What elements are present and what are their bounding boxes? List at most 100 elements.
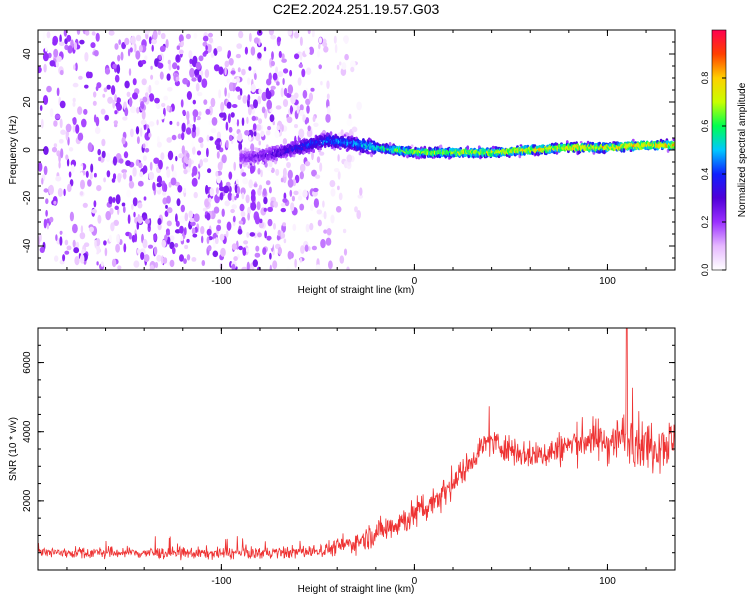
noise-cell xyxy=(176,65,180,71)
noise-cell xyxy=(153,246,158,256)
noise-cell xyxy=(316,156,321,164)
noise-cell xyxy=(252,123,257,131)
noise-cell xyxy=(158,159,163,170)
noise-cell xyxy=(233,256,238,262)
noise-cell xyxy=(300,245,305,254)
noise-cell xyxy=(206,228,212,236)
noise-cell xyxy=(304,119,308,125)
y-tick-label: 6000 xyxy=(22,351,33,374)
noise-cell xyxy=(164,183,168,192)
noise-cell xyxy=(326,93,330,100)
noise-cell xyxy=(309,222,314,231)
noise-cell xyxy=(94,126,101,135)
noise-cell xyxy=(154,261,159,269)
noise-cell xyxy=(116,103,122,111)
noise-cell xyxy=(231,115,237,126)
noise-cell xyxy=(257,52,262,59)
noise-cell xyxy=(281,53,285,60)
noise-cell xyxy=(243,240,249,245)
noise-cell xyxy=(111,258,117,268)
noise-cell xyxy=(282,198,288,203)
noise-cell xyxy=(244,130,250,136)
noise-cell xyxy=(299,203,305,211)
signal-cell xyxy=(406,154,409,159)
noise-cell xyxy=(178,153,184,159)
noise-cell xyxy=(103,177,106,183)
noise-cell xyxy=(204,50,209,55)
noise-cell xyxy=(246,116,249,124)
signal-cell xyxy=(370,152,373,158)
noise-cell xyxy=(91,31,96,36)
noise-cell xyxy=(95,32,100,42)
noise-cell xyxy=(210,128,217,134)
noise-cell xyxy=(336,64,340,70)
noise-cell xyxy=(216,224,222,232)
noise-cell xyxy=(195,61,202,70)
noise-cell xyxy=(307,125,311,132)
signal-cell xyxy=(466,145,470,150)
noise-cell xyxy=(140,119,147,126)
noise-cell xyxy=(302,189,308,198)
snr-background xyxy=(38,328,675,570)
colorbar-tick-label: 0.8 xyxy=(700,72,710,85)
noise-cell xyxy=(191,77,197,82)
noise-cell xyxy=(192,99,196,105)
signal-cell xyxy=(275,157,278,162)
x-tick-label: -100 xyxy=(211,576,231,587)
noise-cell xyxy=(139,171,144,178)
noise-cell xyxy=(172,62,178,70)
noise-cell xyxy=(93,50,99,57)
noise-cell xyxy=(116,234,120,243)
signal-cell xyxy=(634,141,637,144)
noise-cell xyxy=(176,198,181,207)
noise-cell xyxy=(340,67,347,77)
noise-cell xyxy=(299,104,304,111)
noise-cell xyxy=(238,30,244,39)
noise-cell xyxy=(311,30,315,38)
noise-cell xyxy=(122,205,126,214)
noise-cell xyxy=(126,189,132,198)
noise-cell xyxy=(298,63,303,68)
noise-cell xyxy=(93,172,97,178)
noise-cell xyxy=(231,204,237,210)
noise-cell xyxy=(154,58,159,67)
noise-cell xyxy=(115,194,121,205)
noise-cell xyxy=(250,143,255,153)
noise-cell xyxy=(152,181,156,191)
noise-cell xyxy=(337,171,341,180)
noise-cell xyxy=(148,93,155,102)
noise-cell xyxy=(48,184,54,195)
noise-cell xyxy=(176,54,180,62)
noise-cell xyxy=(260,169,263,178)
noise-cell xyxy=(305,67,312,75)
colorbar-frame xyxy=(711,29,727,271)
noise-cell xyxy=(277,71,284,78)
noise-cell xyxy=(59,69,64,76)
noise-cell xyxy=(130,35,136,45)
signal-cell xyxy=(414,146,417,151)
noise-cell xyxy=(343,35,349,43)
noise-cell xyxy=(181,122,186,133)
noise-cell xyxy=(235,179,239,185)
noise-cell xyxy=(148,84,152,94)
noise-cell xyxy=(126,91,131,98)
noise-cell xyxy=(141,110,146,120)
noise-cell xyxy=(153,157,160,164)
noise-cell xyxy=(176,121,180,127)
noise-cell xyxy=(85,30,90,36)
noise-cell xyxy=(234,184,238,194)
figure-title: C2E2.2024.251.19.57.G03 xyxy=(273,1,440,17)
noise-cell xyxy=(135,126,140,135)
noise-cell xyxy=(290,202,295,212)
noise-cell xyxy=(304,244,309,252)
noise-cell xyxy=(56,87,60,97)
signal-cell xyxy=(305,148,309,153)
noise-cell xyxy=(122,116,128,121)
noise-cell xyxy=(214,237,219,245)
signal-cell xyxy=(586,140,590,145)
noise-cell xyxy=(319,151,325,156)
noise-cell xyxy=(286,266,290,270)
noise-cell xyxy=(231,78,238,83)
noise-cell xyxy=(307,246,311,252)
noise-cell xyxy=(180,204,185,213)
